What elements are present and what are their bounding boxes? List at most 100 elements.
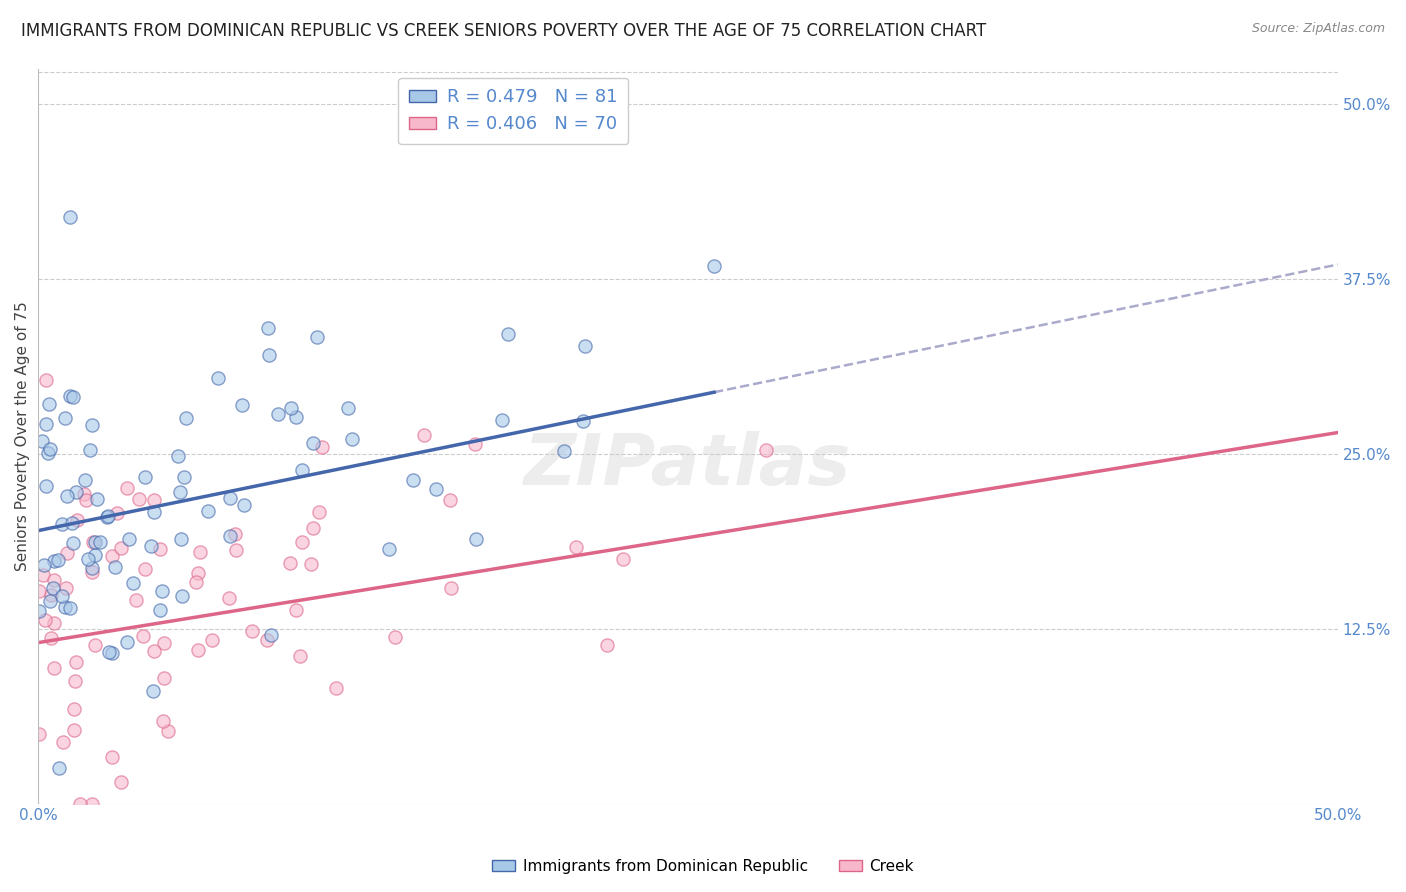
Point <box>35 417 58 431</box>
Point <box>439 492 461 507</box>
Point <box>218 529 240 543</box>
Text: Source: ZipAtlas.com: Source: ZipAtlas.com <box>1251 22 1385 36</box>
Point <box>337 401 360 415</box>
Point <box>65 655 87 669</box>
Point <box>122 576 145 591</box>
Point <box>34 613 56 627</box>
Point <box>51 589 73 603</box>
Point <box>42 661 65 675</box>
Point <box>60 516 83 531</box>
Point <box>44 616 66 631</box>
Point <box>79 443 101 458</box>
Point <box>257 321 280 335</box>
Point <box>31 434 53 449</box>
Point <box>267 407 290 421</box>
Point <box>280 401 302 416</box>
Point <box>565 540 588 554</box>
Point <box>115 634 138 648</box>
Point <box>28 726 51 740</box>
Point <box>82 797 104 811</box>
Point <box>143 643 166 657</box>
Point <box>143 505 166 519</box>
Point <box>32 558 55 573</box>
Point <box>218 591 240 605</box>
Point <box>325 681 347 695</box>
Point <box>301 521 323 535</box>
Point <box>197 504 219 518</box>
Point <box>384 630 406 644</box>
Point <box>105 506 128 520</box>
Point <box>28 603 51 617</box>
Point <box>257 348 280 362</box>
Point <box>84 535 107 549</box>
Point <box>291 462 314 476</box>
Point <box>42 581 65 595</box>
Point <box>132 629 155 643</box>
Point <box>101 750 124 764</box>
Point <box>284 603 307 617</box>
Point <box>139 540 162 554</box>
Point <box>80 417 103 432</box>
Point <box>55 581 77 595</box>
Point <box>101 549 124 563</box>
Point <box>491 412 513 426</box>
Point <box>378 541 401 556</box>
Point <box>82 565 104 579</box>
Point <box>207 371 229 385</box>
Point <box>35 373 58 387</box>
Point <box>174 411 197 425</box>
Point <box>44 554 66 568</box>
Point <box>149 541 172 556</box>
Point <box>150 584 173 599</box>
Point <box>82 534 104 549</box>
Point <box>118 532 141 546</box>
Point <box>39 631 62 645</box>
Point <box>110 541 132 555</box>
Point <box>73 473 96 487</box>
Point <box>284 409 307 424</box>
Point <box>65 673 87 688</box>
Point <box>167 450 190 464</box>
Point <box>143 492 166 507</box>
Point <box>201 633 224 648</box>
Point <box>308 505 330 519</box>
Point <box>188 545 211 559</box>
Point <box>73 487 96 501</box>
Point <box>169 485 191 500</box>
Point <box>231 398 253 412</box>
Point <box>134 562 156 576</box>
Point <box>34 478 56 492</box>
Point <box>63 723 86 738</box>
Point <box>89 534 111 549</box>
Point <box>596 638 619 652</box>
Point <box>82 561 104 575</box>
Point <box>65 485 87 500</box>
Point <box>52 735 75 749</box>
Point <box>173 470 195 484</box>
Point <box>48 761 70 775</box>
Point <box>46 553 69 567</box>
Point <box>425 482 447 496</box>
Point <box>62 535 84 549</box>
Point <box>225 542 247 557</box>
Point <box>96 510 118 524</box>
Legend: Immigrants from Dominican Republic, Creek: Immigrants from Dominican Republic, Cree… <box>486 853 920 880</box>
Point <box>224 527 246 541</box>
Point <box>703 259 725 273</box>
Point <box>96 508 118 523</box>
Point <box>260 628 283 642</box>
Point <box>125 593 148 607</box>
Point <box>574 339 596 353</box>
Point <box>496 327 519 342</box>
Point <box>219 491 242 505</box>
Point <box>242 624 264 638</box>
Point <box>42 574 65 588</box>
Point <box>186 574 208 589</box>
Point <box>56 489 79 503</box>
Point <box>28 584 51 599</box>
Point <box>149 603 172 617</box>
Legend: R = 0.479   N = 81, R = 0.406   N = 70: R = 0.479 N = 81, R = 0.406 N = 70 <box>398 78 628 145</box>
Point <box>291 534 314 549</box>
Point <box>86 492 108 507</box>
Point <box>69 797 91 811</box>
